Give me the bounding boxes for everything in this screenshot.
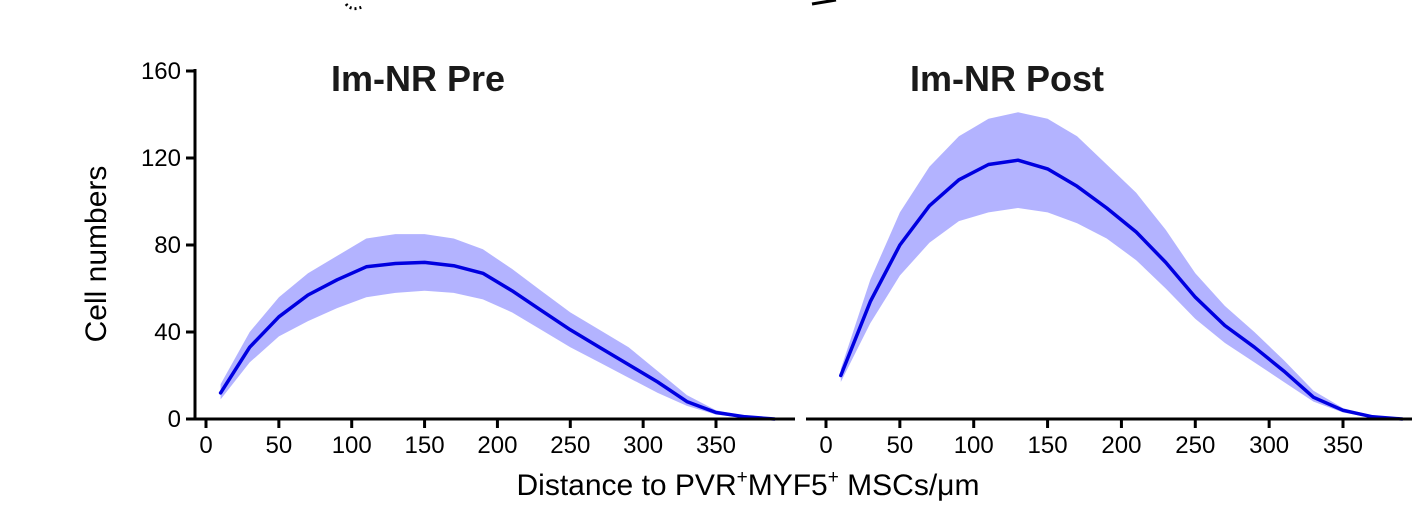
panel-2-x-tick-label-0: 0: [819, 432, 832, 459]
panel-1-x-tick-label-300: 300: [623, 432, 663, 459]
panel-2-x-tick-label-200: 200: [1101, 432, 1141, 459]
panel-1-title: Im-NR Pre: [331, 58, 505, 99]
cropped-dotted-arc: [344, 3, 365, 11]
panel-1-x-tick-label-200: 200: [477, 432, 517, 459]
panel-1-confidence-band: [220, 234, 775, 419]
panel-2-x-tick-label-300: 300: [1249, 432, 1289, 459]
panel-1-mean-line: [218, 260, 777, 421]
panel-2-title: Im-NR Post: [910, 58, 1104, 99]
y-axis-title: Cell numbers: [80, 166, 113, 343]
x-axis-title-part-3: MSCs/μm: [839, 469, 980, 502]
panel-1-x-tick-label-250: 250: [550, 432, 590, 459]
panel-1-x-tick-label-50: 50: [266, 432, 293, 459]
panel-1-x-tick-label-0: 0: [199, 432, 212, 459]
panel-2-x-tick-label-350: 350: [1323, 432, 1363, 459]
panel-2-x-tick-label-250: 250: [1175, 432, 1215, 459]
y-tick-label-80: 80: [154, 232, 181, 259]
x-axis-title-part-1: Distance to PVR: [517, 469, 737, 502]
cropped-arrow-fragment: [811, 0, 837, 6]
panel-2-x-tick-label-100: 100: [954, 432, 994, 459]
x-axis-title-part-2: MYF5: [748, 469, 828, 502]
y-tick-label-40: 40: [154, 319, 181, 346]
x-axis-title-sup-2: +: [828, 467, 839, 488]
panel-2-x-tick-label-150: 150: [1028, 432, 1068, 459]
panel-1-x-tick-label-150: 150: [405, 432, 445, 459]
panel-1-x-tick-label-350: 350: [696, 432, 736, 459]
panel-1-x-tick-label-100: 100: [332, 432, 372, 459]
panel-2-confidence-band: [840, 112, 1403, 420]
y-tick-label-0: 0: [168, 406, 181, 433]
axes-layer: 0 40 80 120 160 0 50 100 150 200 250 300 350 Im-NR Pr…: [141, 58, 1412, 459]
panel-2-x-tick-label-50: 50: [887, 432, 914, 459]
x-axis-title: Distance to PVR+MYF5+ MSCs/μm: [517, 467, 980, 502]
y-tick-label-160: 160: [141, 58, 181, 85]
panels-layer: [218, 112, 1404, 421]
x-axis-title-sup-1: +: [737, 467, 748, 488]
y-tick-label-120: 120: [141, 145, 181, 172]
panel-2-mean-line: [839, 158, 1404, 421]
